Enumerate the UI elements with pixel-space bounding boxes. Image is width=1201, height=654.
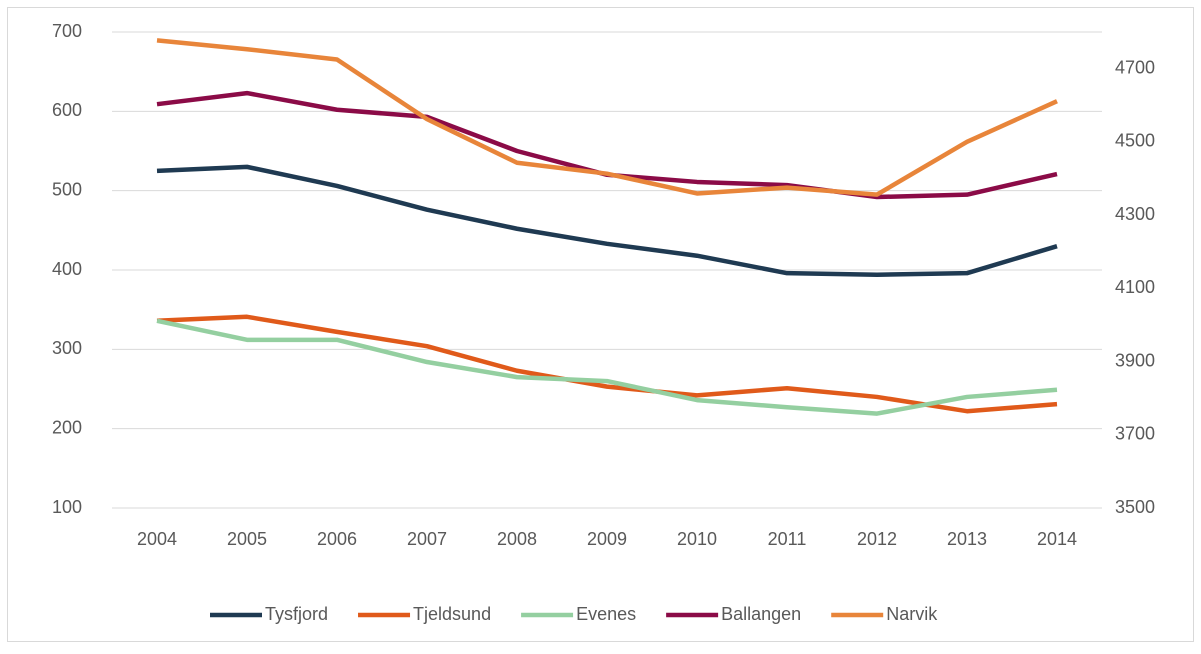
legend-label: Ballangen (721, 604, 801, 624)
chart-border (7, 7, 1194, 642)
legend-label: Evenes (576, 604, 636, 624)
y2-tick-label: 3900 (1115, 350, 1155, 370)
x-tick-label: 2007 (407, 529, 447, 549)
y2-tick-label: 3700 (1115, 424, 1155, 444)
x-tick-label: 2005 (227, 529, 267, 549)
legend-label: Tjeldsund (413, 604, 491, 624)
x-tick-label: 2008 (497, 529, 537, 549)
y-tick-label: 500 (52, 179, 82, 199)
series-line (156, 38, 1058, 197)
x-tick-label: 2012 (857, 529, 897, 549)
y2-tick-label: 4700 (1115, 57, 1155, 77)
x-tick-label: 2011 (768, 529, 807, 549)
y2-tick-label: 4300 (1115, 204, 1155, 224)
y-tick-label: 300 (52, 338, 82, 358)
series-line (156, 318, 1058, 416)
series-line (156, 314, 1058, 414)
y-tick-label: 700 (52, 21, 82, 41)
y-tick-label: 100 (52, 497, 82, 517)
y-tick-label: 600 (52, 100, 82, 120)
x-tick-label: 2013 (947, 529, 987, 549)
legend-label: Tysfjord (265, 604, 328, 624)
y-tick-label: 200 (52, 417, 82, 437)
series-line (156, 164, 1058, 278)
x-tick-label: 2014 (1037, 529, 1077, 549)
y2-tick-label: 4500 (1115, 131, 1155, 151)
x-tick-label: 2009 (587, 529, 627, 549)
x-tick-label: 2010 (677, 529, 717, 549)
legend-label: Narvik (886, 604, 938, 624)
y-tick-label: 400 (52, 259, 82, 279)
x-tick-label: 2004 (137, 529, 177, 549)
y2-tick-label: 4100 (1115, 277, 1155, 297)
x-tick-label: 2006 (317, 529, 357, 549)
y2-tick-label: 3500 (1115, 497, 1155, 517)
